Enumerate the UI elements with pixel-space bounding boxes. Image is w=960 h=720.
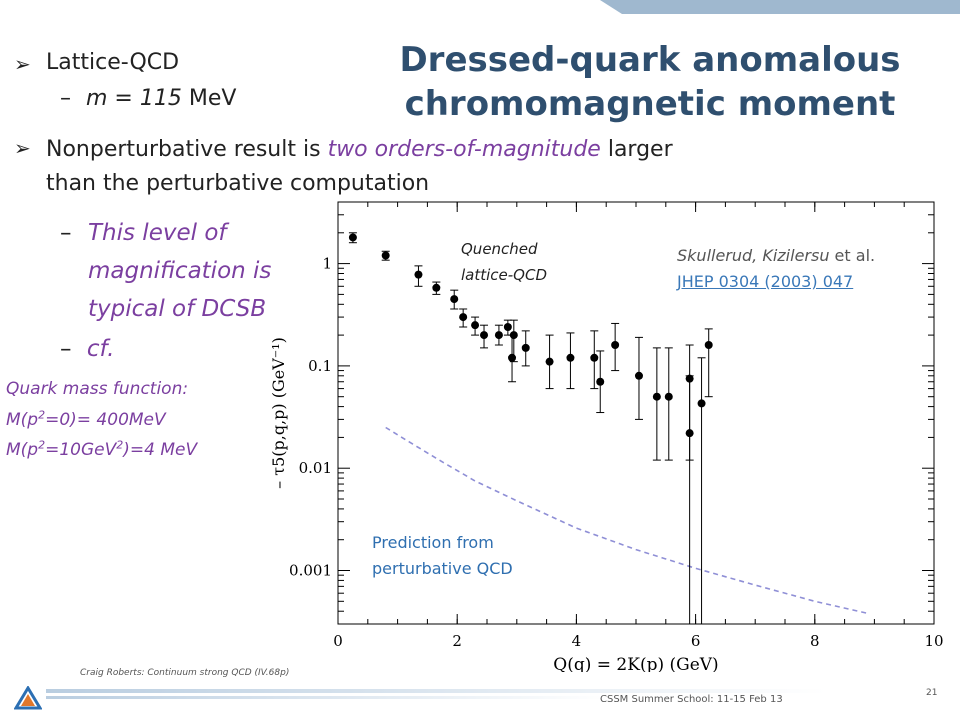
data-point (508, 353, 517, 362)
data-point (664, 392, 673, 401)
sub-bullet-cf: – cf. (60, 336, 114, 362)
y-axis-label: – τ5(p,q,p) (GeV⁻¹) (270, 337, 288, 489)
sub-bullet-magnification: – This level of magnification is typical… (60, 214, 271, 328)
sub-bullet-mass: – m = 115 MeV (60, 86, 236, 111)
data-point (348, 233, 357, 242)
bullet-text: larger (600, 137, 673, 162)
bullet-text: than the perturbative computation (46, 171, 430, 196)
data-point (471, 321, 480, 330)
bullet-arrow-icon: ➢ (14, 136, 31, 160)
data-point (459, 313, 468, 322)
page-number: 21 (926, 688, 938, 698)
x-tick-label: 0 (333, 632, 343, 650)
data-point (596, 377, 605, 386)
header-decoration (600, 0, 960, 14)
prediction-label: Prediction from perturbative QCD (372, 533, 513, 578)
axis-ticks: 0 2 4 6 8 10 0.001 0.01 0.1 1 (289, 201, 944, 650)
x-tick-label: 4 (572, 632, 582, 650)
data-point (611, 341, 620, 350)
bullet-nonperturbative: Nonperturbative result is two orders-of-… (46, 133, 826, 201)
x-tick-label: 2 (452, 632, 462, 650)
bullet-arrow-icon: ➢ (14, 52, 31, 76)
title-line-1: Dressed-quark anomalous (399, 40, 901, 80)
x-tick-label: 6 (691, 632, 701, 650)
footer-event: CSSM Summer School: 11-15 Feb 13 (600, 694, 783, 705)
data-point (521, 343, 530, 352)
bullet-emphasis: two orders-of-magnitude (327, 137, 601, 162)
dash: – (60, 336, 72, 362)
data-point (590, 353, 599, 362)
lattice-points (348, 232, 713, 624)
bullet-lattice-qcd: Lattice-QCD (46, 50, 180, 75)
footer-decoration (46, 689, 826, 699)
mass-unit: MeV (181, 86, 237, 111)
x-axis-label: Q(q) = 2K(p) (GeV) (553, 655, 718, 672)
data-point (414, 270, 423, 279)
quark-mass-function-note: Quark mass function: M(p2=0)= 400MeV M(p… (6, 376, 197, 463)
data-point (685, 429, 694, 438)
perturbative-curve (385, 426, 869, 615)
x-tick-label: 10 (924, 632, 943, 650)
y-tick-label: 0.001 (289, 562, 332, 580)
bullet-text: Nonperturbative result is (46, 137, 328, 162)
mass-line-2: M(p2=0)= 400MeV (6, 408, 166, 430)
data-point (480, 331, 489, 340)
mass-line-1: Quark mass function: (6, 379, 189, 399)
reference-citation: Skullerud, Kizilersu et al. JHEP 0304 (2… (677, 246, 876, 291)
data-point (652, 392, 661, 401)
logo-icon (14, 686, 42, 710)
title-line-2: chromomagnetic moment (404, 84, 896, 124)
data-point (566, 353, 575, 362)
reference-link[interactable]: JHEP 0304 (2003) 047 (677, 272, 854, 291)
data-point (545, 357, 554, 366)
mass-value: m = 115 (86, 86, 182, 111)
bullet-text: magnification is (88, 258, 272, 284)
data-point (494, 331, 503, 340)
bullet-text: This level of (88, 220, 227, 246)
bullet-text: cf. (86, 336, 115, 362)
data-point (697, 399, 706, 408)
dash: – (60, 220, 72, 246)
y-tick-label: 0.01 (299, 459, 332, 477)
data-point (634, 371, 643, 380)
bullet-text: typical of DCSB (88, 296, 267, 322)
data-point (432, 283, 441, 292)
perturbative-curve-line (385, 426, 869, 615)
data-point (450, 295, 459, 304)
y-tick-label: 0.1 (308, 357, 332, 375)
slide-title: Dressed-quark anomalous chromomagnetic m… (360, 38, 940, 126)
footer-author: Craig Roberts: Continuum strong QCD (IV.… (80, 668, 290, 678)
data-point (704, 341, 713, 350)
data-point (503, 323, 512, 332)
data-point (381, 251, 390, 260)
mass-line-3: M(p2=10GeV2)=4 MeV (6, 438, 198, 461)
y-tick-label: 1 (322, 255, 332, 273)
x-tick-label: 8 (810, 632, 820, 650)
dash: – (60, 86, 71, 111)
quenched-label: Quenched lattice-QCD (461, 240, 548, 284)
